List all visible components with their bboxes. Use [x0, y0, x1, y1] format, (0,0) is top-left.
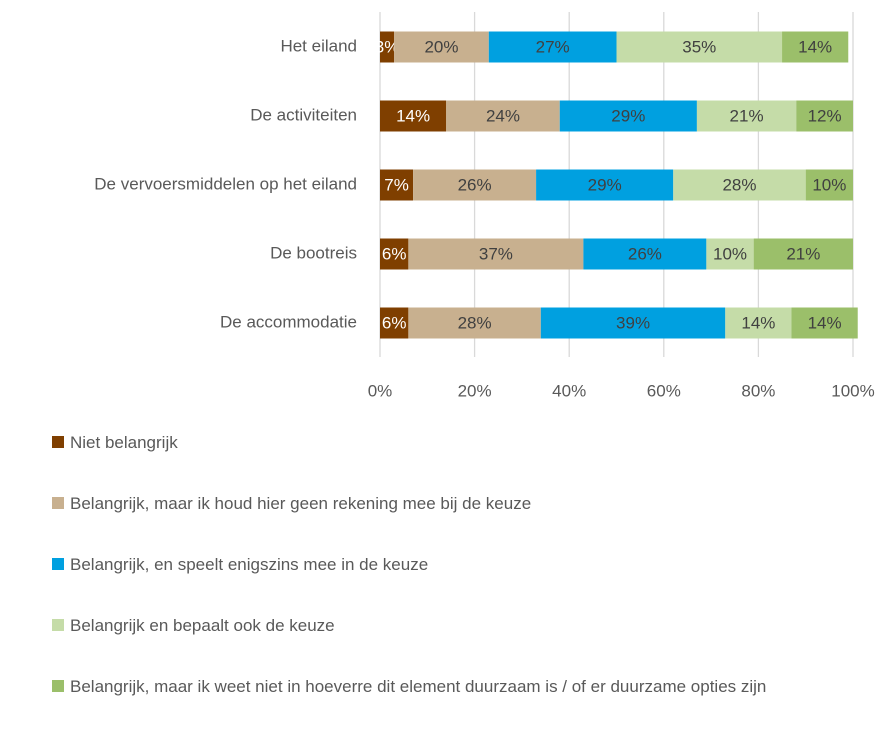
bar-segment	[380, 31, 395, 63]
value-label: 37%	[479, 244, 513, 263]
legend-item: Belangrijk en bepaalt ook de keuze	[52, 613, 874, 638]
legend-label: Belangrijk en bepaalt ook de keuze	[70, 616, 335, 635]
value-label: 35%	[682, 37, 716, 56]
legend-item: Belangrijk, en speelt enigszins mee in d…	[52, 552, 874, 577]
bar-segment	[791, 307, 858, 339]
legend-swatch	[52, 497, 64, 509]
value-label: 14%	[741, 313, 775, 332]
chart: 0% 20% 40% 60% 80% 100% Het eiland 3% 20% 27% 35% 1…	[94, 12, 875, 400]
value-label: 24%	[486, 106, 520, 125]
category-label: De accommodatie	[220, 312, 357, 331]
value-label: 20%	[424, 37, 458, 56]
bar-segment	[380, 169, 414, 201]
bar-segment	[696, 100, 797, 132]
category-label: De activiteiten	[250, 105, 357, 124]
legend-item: Niet belangrijk	[52, 430, 874, 455]
bar-segment	[782, 31, 849, 63]
bar-segment	[380, 307, 409, 339]
category-label: De vervoersmiddelen op het eiland	[94, 174, 357, 193]
x-tick-label: 40%	[552, 381, 586, 400]
legend-label: Belangrijk, maar ik weet niet in hoeverr…	[70, 677, 767, 696]
category-label: De bootreis	[270, 243, 357, 262]
value-label: 10%	[713, 244, 747, 263]
bar-segment	[805, 169, 853, 201]
value-label: 7%	[384, 175, 409, 194]
x-tick-label: 100%	[831, 381, 874, 400]
bar-segment	[796, 100, 853, 132]
bar-segment	[380, 100, 447, 132]
value-label: 27%	[536, 37, 570, 56]
legend-label: Belangrijk, maar ik houd hier geen reken…	[70, 494, 532, 513]
bar-segment	[673, 169, 806, 201]
x-tick-label: 60%	[647, 381, 681, 400]
legend-item: Belangrijk, maar ik houd hier geen reken…	[52, 491, 874, 516]
bar-segment	[540, 307, 726, 339]
legend-swatch	[52, 680, 64, 692]
value-label: 26%	[628, 244, 662, 263]
value-label: 39%	[616, 313, 650, 332]
legend-swatch	[52, 436, 64, 448]
bar-segment	[753, 238, 853, 270]
bar-segment	[408, 238, 584, 270]
bar-segment	[706, 238, 754, 270]
bar-segment	[536, 169, 674, 201]
legend-swatch	[52, 619, 64, 631]
x-tick-label: 80%	[741, 381, 775, 400]
legend-label: Belangrijk, en speelt enigszins mee in d…	[70, 555, 429, 574]
bar-segment	[408, 307, 541, 339]
legend-item: Belangrijk, maar ik weet niet in hoeverr…	[52, 674, 874, 699]
legend-label: Niet belangrijk	[70, 433, 178, 452]
value-label: 3%	[375, 37, 400, 56]
value-label: 6%	[382, 244, 407, 263]
value-label: 14%	[396, 106, 430, 125]
value-label: 21%	[730, 106, 764, 125]
value-label: 28%	[722, 175, 756, 194]
value-label: 6%	[382, 313, 407, 332]
bar-segment	[394, 31, 489, 63]
category-label: Het eiland	[280, 36, 357, 55]
value-label: 26%	[458, 175, 492, 194]
value-label: 10%	[812, 175, 846, 194]
value-label: 28%	[458, 313, 492, 332]
value-label: 29%	[611, 106, 645, 125]
bar-segment	[559, 100, 697, 132]
bar-segment	[446, 100, 560, 132]
bar-segment	[413, 169, 537, 201]
bar-segment	[583, 238, 707, 270]
value-label: 29%	[588, 175, 622, 194]
bar-segment	[488, 31, 617, 63]
x-tick-label: 20%	[458, 381, 492, 400]
bar-segment	[616, 31, 783, 63]
value-label: 14%	[798, 37, 832, 56]
legend-swatch	[52, 558, 64, 570]
value-label: 12%	[808, 106, 842, 125]
value-label: 14%	[808, 313, 842, 332]
x-tick-label: 0%	[368, 381, 393, 400]
bar-segment	[380, 238, 409, 270]
legend: Niet belangrijk Belangrijk, maar ik houd …	[52, 430, 874, 735]
value-label: 21%	[786, 244, 820, 263]
bar-segment	[725, 307, 792, 339]
